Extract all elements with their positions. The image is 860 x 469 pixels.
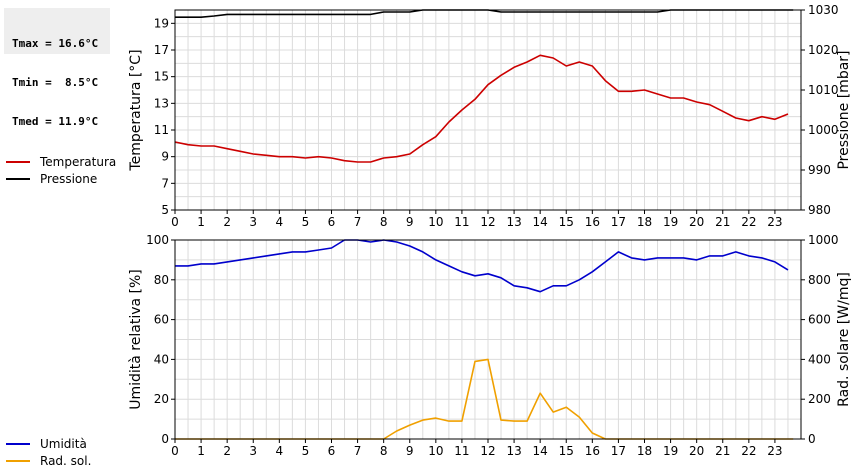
- legend-swatch-temperatura: [6, 160, 30, 163]
- y-right-tick-label: 1030: [808, 3, 839, 17]
- y-right-tick-label: 1010: [808, 83, 839, 97]
- y-left-axis-title: Umidità relativa [%]: [128, 269, 144, 410]
- x-tick-label: 18: [637, 215, 652, 229]
- x-tick-label: 7: [354, 215, 362, 229]
- x-tick-label: 4: [276, 444, 284, 458]
- legend-label-pressione: Pressione: [40, 171, 98, 186]
- y-right-tick-label: 400: [808, 352, 831, 366]
- x-tick-label: 3: [249, 444, 257, 458]
- x-tick-label: 3: [249, 215, 257, 229]
- x-tick-label: 16: [585, 444, 600, 458]
- x-tick-label: 21: [715, 215, 730, 229]
- y-left-tick-label: 100: [146, 233, 169, 247]
- legend-top: Temperatura Pressione: [6, 153, 116, 187]
- x-tick-label: 4: [276, 215, 284, 229]
- x-tick-label: 20: [689, 444, 704, 458]
- x-tick-label: 16: [585, 215, 600, 229]
- y-right-axis-title: Pressione [mbar]: [836, 50, 852, 169]
- y-left-tick-label: 9: [161, 150, 169, 164]
- x-tick-label: 11: [454, 444, 469, 458]
- stat-tmax: Tmax = 16.6°C: [12, 37, 99, 50]
- x-tick-label: 20: [689, 215, 704, 229]
- x-tick-label: 2: [223, 215, 231, 229]
- x-tick-label: 7: [354, 444, 362, 458]
- stat-tmin: Tmin = 8.5°C: [12, 76, 99, 89]
- x-tick-label: 13: [506, 444, 521, 458]
- x-tick-label: 11: [454, 215, 469, 229]
- legend-item-temperatura: Temperatura: [6, 153, 116, 170]
- y-left-tick-label: 0: [161, 432, 169, 446]
- x-tick-label: 19: [663, 215, 678, 229]
- x-tick-label: 10: [428, 215, 443, 229]
- y-left-tick-label: 60: [154, 313, 169, 327]
- series-line-umidit: [175, 239, 789, 293]
- x-tick-label: 9: [406, 444, 414, 458]
- series-line-temperatura: [174, 54, 789, 163]
- x-tick-label: 17: [611, 444, 626, 458]
- y-right-tick-label: 600: [808, 313, 831, 327]
- legend-label-umidita: Umidità: [40, 436, 87, 451]
- y-right-tick-label: 1000: [808, 233, 839, 247]
- y-right-tick-label: 0: [808, 432, 816, 446]
- legend-label-temperatura: Temperatura: [40, 154, 117, 169]
- x-tick-label: 1: [197, 444, 205, 458]
- x-tick-label: 18: [637, 444, 652, 458]
- y-right-tick-label: 980: [808, 203, 831, 217]
- x-tick-label: 17: [611, 215, 626, 229]
- y-right-tick-label: 990: [808, 163, 831, 177]
- y-left-tick-label: 13: [154, 96, 169, 110]
- legend-item-pressione: Pressione: [6, 170, 116, 187]
- y-right-axis-title: Rad. solare [W/mq]: [836, 272, 852, 407]
- legend-swatch-umidita: [6, 442, 30, 445]
- x-tick-label: 23: [767, 444, 782, 458]
- x-tick-label: 2: [223, 444, 231, 458]
- x-tick-label: 19: [663, 444, 678, 458]
- x-tick-label: 5: [302, 444, 310, 458]
- x-tick-label: 14: [533, 215, 548, 229]
- x-tick-label: 13: [506, 215, 521, 229]
- x-tick-label: 22: [741, 215, 756, 229]
- y-right-tick-label: 1020: [808, 43, 839, 57]
- x-tick-label: 6: [328, 215, 336, 229]
- x-tick-label: 10: [428, 444, 443, 458]
- y-left-axis-title: Temperatura [°C]: [128, 49, 144, 171]
- y-left-tick-label: 17: [154, 43, 169, 57]
- y-right-tick-label: 1000: [808, 123, 839, 137]
- x-tick-label: 5: [302, 215, 310, 229]
- y-left-tick-label: 20: [154, 392, 169, 406]
- y-left-tick-label: 15: [154, 70, 169, 84]
- x-tick-label: 8: [380, 215, 388, 229]
- y-left-tick-label: 7: [161, 176, 169, 190]
- stats-box: Tmax = 16.6°C Tmin = 8.5°C Tmed = 11.9°C: [4, 8, 110, 128]
- legend-item-umidita: Umidità: [6, 435, 91, 452]
- y-right-tick-label: 200: [808, 392, 831, 406]
- x-tick-label: 6: [328, 444, 336, 458]
- x-tick-label: 12: [480, 215, 495, 229]
- x-tick-label: 0: [171, 444, 179, 458]
- y-left-tick-label: 5: [161, 203, 169, 217]
- x-tick-label: 15: [559, 444, 574, 458]
- legend-swatch-pressione: [6, 177, 30, 180]
- y-left-tick-label: 40: [154, 352, 169, 366]
- x-tick-label: 22: [741, 444, 756, 458]
- stat-tmed: Tmed = 11.9°C: [12, 115, 99, 128]
- x-tick-label: 8: [380, 444, 388, 458]
- x-tick-label: 9: [406, 215, 414, 229]
- y-left-tick-label: 19: [154, 16, 169, 30]
- y-left-tick-label: 80: [154, 273, 169, 287]
- x-tick-label: 1: [197, 215, 205, 229]
- x-tick-label: 21: [715, 444, 730, 458]
- y-left-tick-label: 11: [154, 123, 169, 137]
- x-tick-label: 12: [480, 444, 495, 458]
- x-tick-label: 14: [533, 444, 548, 458]
- x-tick-label: 15: [559, 215, 574, 229]
- y-right-tick-label: 800: [808, 273, 831, 287]
- x-tick-label: 0: [171, 215, 179, 229]
- x-tick-label: 23: [767, 215, 782, 229]
